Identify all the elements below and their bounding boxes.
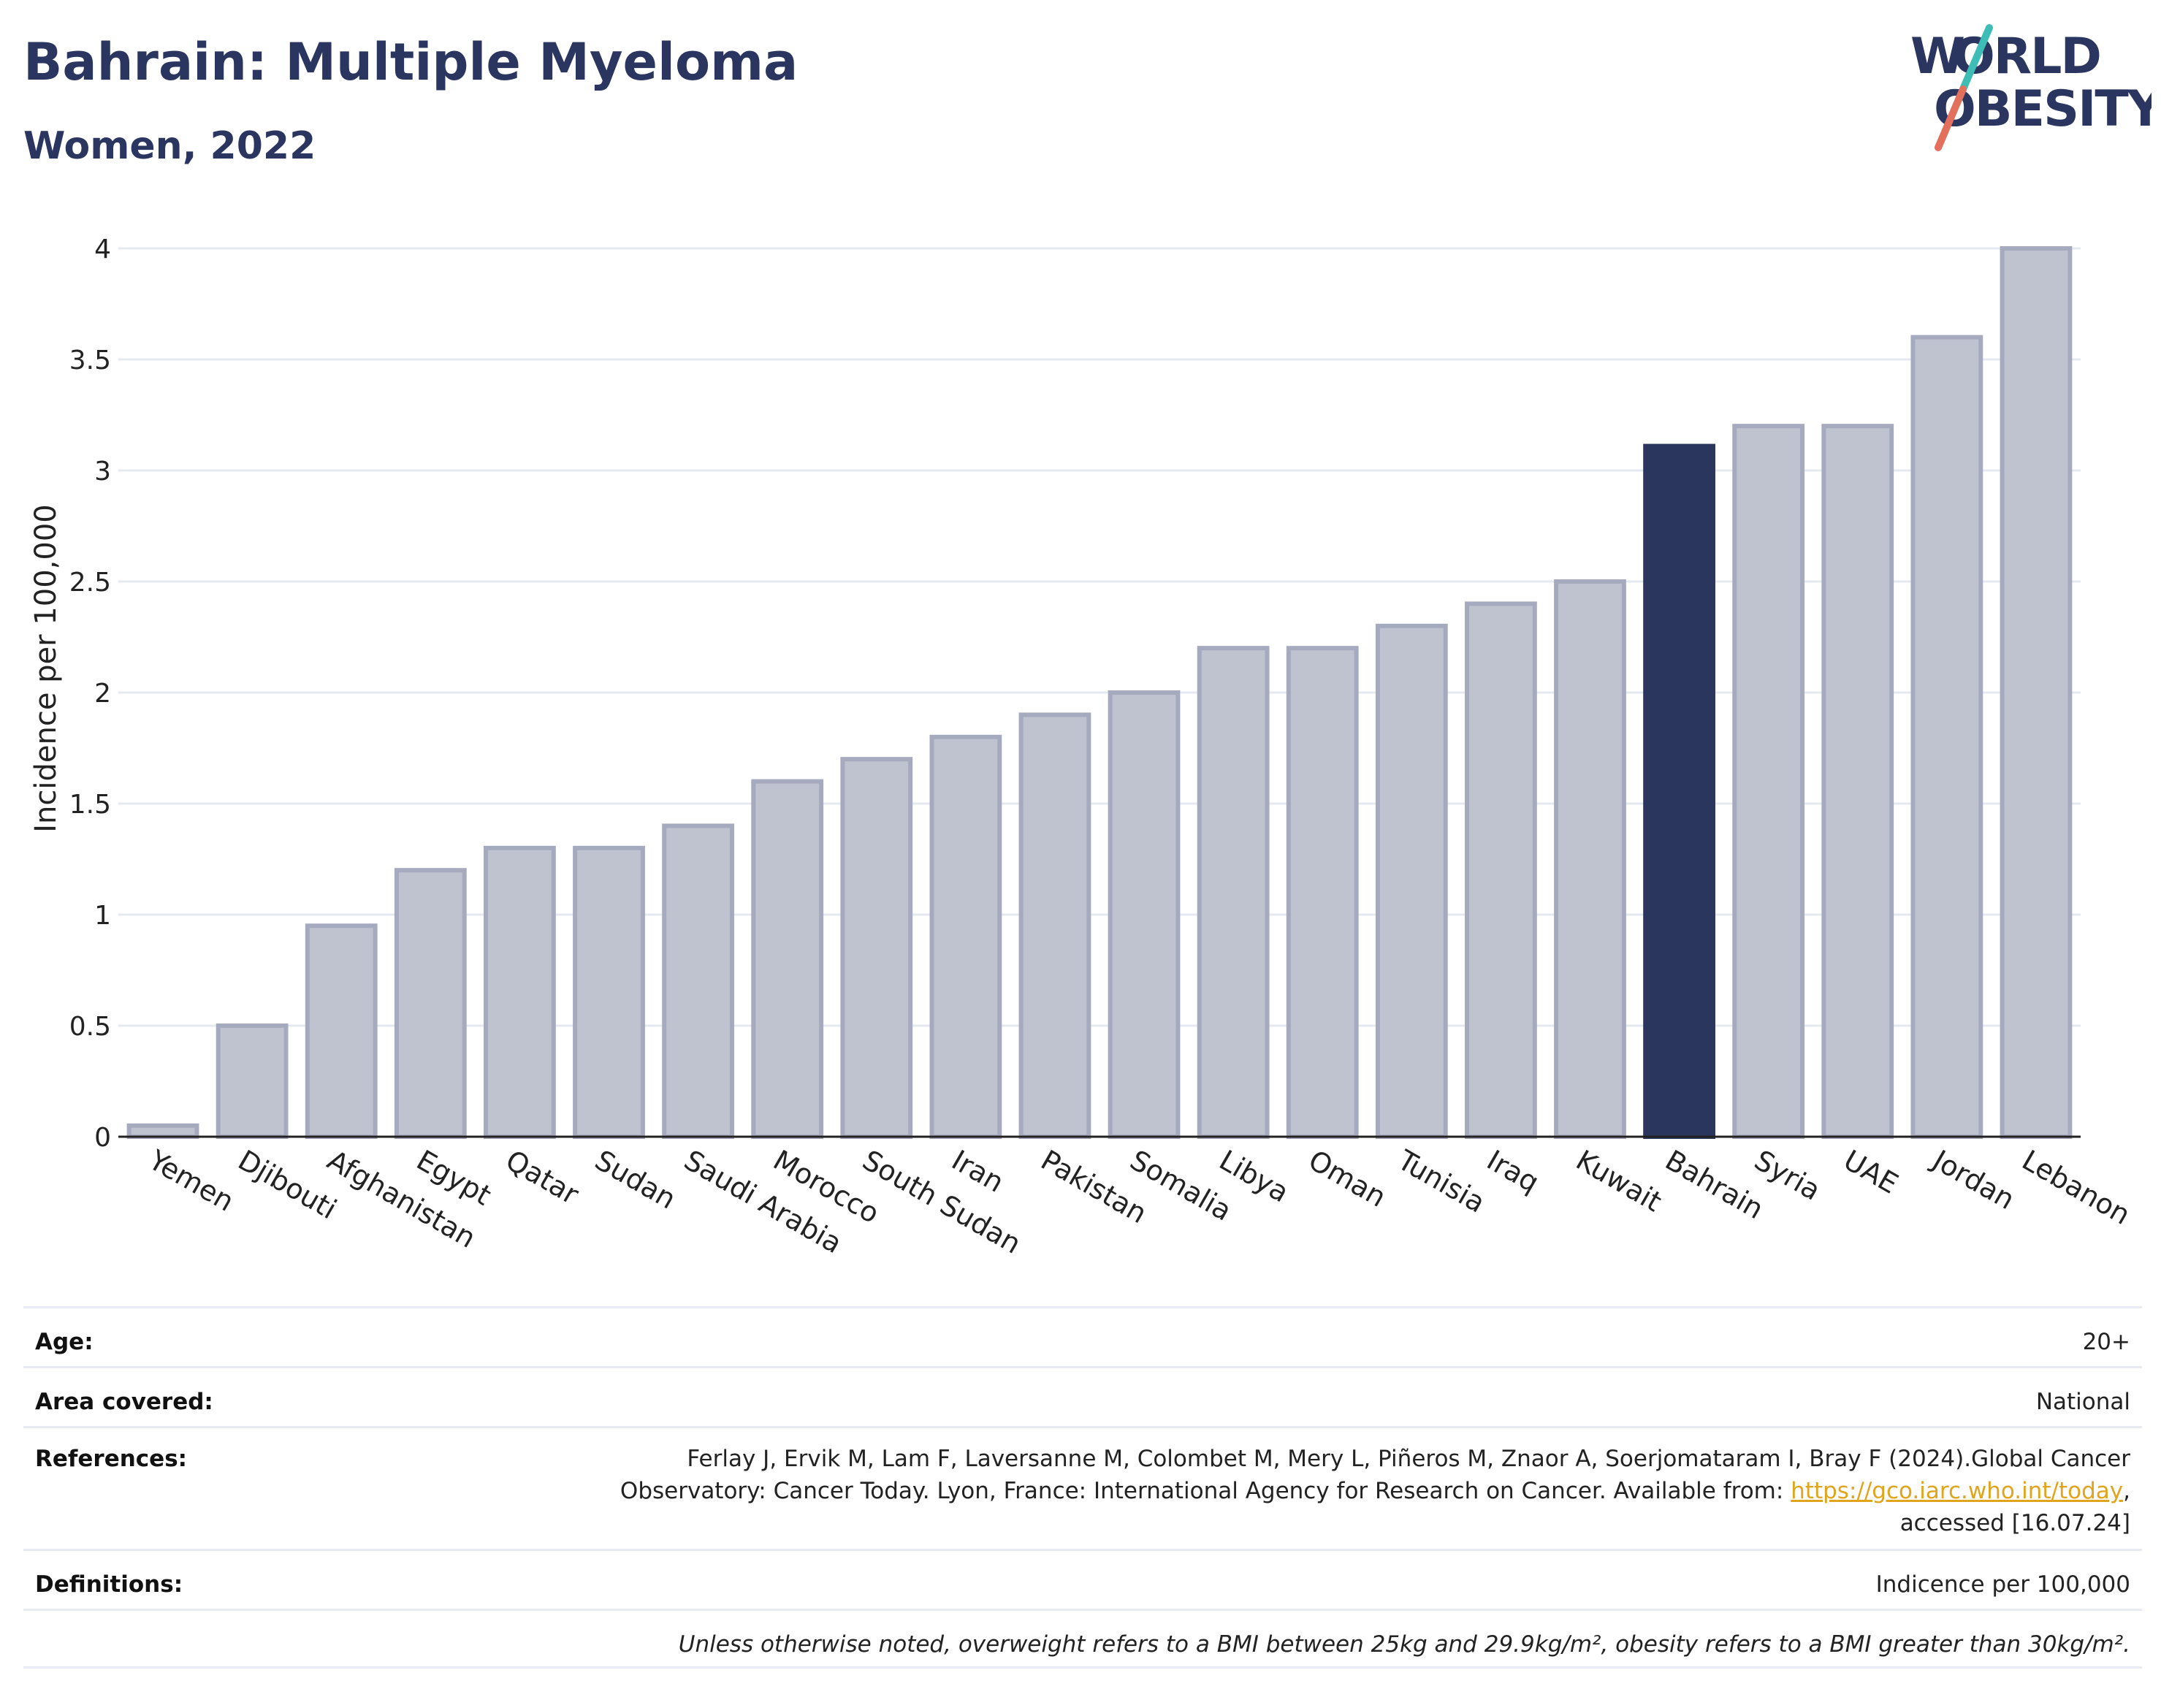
y-axis-label: Incidence per 100,000 bbox=[29, 504, 63, 833]
metadata-table: Age: 20+ Area covered: National Referenc… bbox=[23, 1306, 2142, 1669]
meta-row-area: Area covered: National bbox=[23, 1366, 2142, 1426]
bar-iran bbox=[929, 734, 1002, 1139]
definitions-label: Definitions: bbox=[35, 1571, 183, 1598]
bar-tunisia bbox=[1375, 623, 1448, 1139]
y-tick-label: 2 bbox=[94, 679, 111, 709]
bar-uae bbox=[1821, 424, 1894, 1139]
x-tick-label: Qatar bbox=[500, 1144, 584, 1211]
bar-iraq bbox=[1465, 601, 1537, 1139]
x-tick-label: Lebanon bbox=[2016, 1144, 2135, 1231]
bar-morocco bbox=[751, 779, 824, 1139]
bar-oman bbox=[1286, 646, 1359, 1139]
x-tick-label: Tunisia bbox=[1392, 1143, 1490, 1219]
meta-row-age: Age: 20+ bbox=[23, 1306, 2142, 1366]
bar-syria bbox=[1732, 424, 1805, 1139]
y-axis-ticks: 0 0.5 1 1.5 2 2.5 3 3.5 4 bbox=[69, 235, 111, 1153]
chart-title: Bahrain: Multiple Myeloma bbox=[23, 32, 799, 92]
meta-row-note: Unless otherwise noted, overweight refer… bbox=[23, 1609, 2142, 1669]
age-label: Age: bbox=[35, 1329, 94, 1355]
x-tick-label: Iran bbox=[946, 1144, 1009, 1199]
x-tick-label: Sudan bbox=[590, 1144, 682, 1216]
x-tick-label: Iraq bbox=[1482, 1144, 1544, 1199]
definitions-value: Indicence per 100,000 bbox=[1875, 1571, 2130, 1598]
y-tick-label: 1 bbox=[94, 901, 111, 931]
x-tick-label: Djibouti bbox=[233, 1144, 343, 1226]
bar-bahrain bbox=[1643, 443, 1715, 1139]
meta-row-references: References: Ferlay J, Ervik M, Lam F, La… bbox=[23, 1426, 2142, 1549]
references-line-3: accessed [16.07.24] bbox=[1899, 1510, 2130, 1536]
bar-egypt bbox=[394, 868, 467, 1139]
x-tick-label: Kuwait bbox=[1571, 1144, 1667, 1219]
bar-lebanon bbox=[2000, 246, 2073, 1139]
references-line-1: Ferlay J, Ervik M, Lam F, Laversanne M, … bbox=[687, 1446, 2130, 1472]
bar-yemen bbox=[126, 1123, 199, 1140]
x-tick-label: UAE bbox=[1838, 1144, 1903, 1200]
bar-sudan bbox=[573, 845, 645, 1140]
x-tick-label: Oman bbox=[1303, 1144, 1392, 1213]
bars bbox=[126, 246, 2073, 1140]
bar-chart: 0 0.5 1 1.5 2 2.5 3 3.5 4 YemenDjiboutiAfghanist… bbox=[29, 235, 2136, 1260]
bar-south-sudan bbox=[840, 757, 913, 1139]
y-tick-label: 0.5 bbox=[69, 1012, 111, 1042]
x-tick-label: Bahrain bbox=[1660, 1144, 1769, 1226]
references-link[interactable]: https://gco.iarc.who.int/today bbox=[1791, 1478, 2124, 1504]
y-tick-label: 4 bbox=[94, 235, 111, 264]
references-value: Ferlay J, Ervik M, Lam F, Laversanne M, … bbox=[620, 1443, 2130, 1539]
bar-kuwait bbox=[1554, 579, 1626, 1139]
y-tick-label: 1.5 bbox=[69, 790, 111, 820]
y-tick-label: 3.5 bbox=[69, 346, 111, 375]
area-label: Area covered: bbox=[35, 1389, 213, 1415]
bar-somalia bbox=[1108, 690, 1181, 1139]
bar-saudi-arabia bbox=[662, 823, 734, 1140]
x-tick-label: Yemen bbox=[143, 1143, 240, 1218]
chart-subtitle: Women, 2022 bbox=[23, 124, 316, 168]
references-label: References: bbox=[35, 1446, 188, 1472]
y-tick-label: 0 bbox=[94, 1123, 111, 1153]
bar-libya bbox=[1197, 646, 1270, 1139]
svg-text:OBESITY: OBESITY bbox=[1934, 80, 2152, 138]
y-tick-label: 2.5 bbox=[69, 568, 111, 598]
meta-row-definitions: Definitions: Indicence per 100,000 bbox=[23, 1549, 2142, 1609]
bar-afghanistan bbox=[305, 923, 378, 1139]
references-line-2-end: , bbox=[2123, 1478, 2130, 1504]
bmi-note: Unless otherwise noted, overweight refer… bbox=[678, 1631, 2130, 1658]
bar-djibouti bbox=[216, 1023, 289, 1139]
references-line-2: Observatory: Cancer Today. Lyon, France:… bbox=[620, 1478, 1791, 1504]
y-tick-label: 3 bbox=[94, 457, 111, 487]
svg-text:W: W bbox=[1910, 28, 1964, 85]
bar-pakistan bbox=[1018, 712, 1091, 1139]
world-obesity-logo: W ORLD OBESITY bbox=[1910, 24, 2152, 151]
area-value: National bbox=[2035, 1389, 2130, 1415]
bar-qatar bbox=[484, 845, 556, 1140]
bar-jordan bbox=[1910, 335, 1983, 1140]
age-value: 20+ bbox=[2082, 1329, 2130, 1355]
x-tick-label: Jordan bbox=[1926, 1143, 2020, 1216]
